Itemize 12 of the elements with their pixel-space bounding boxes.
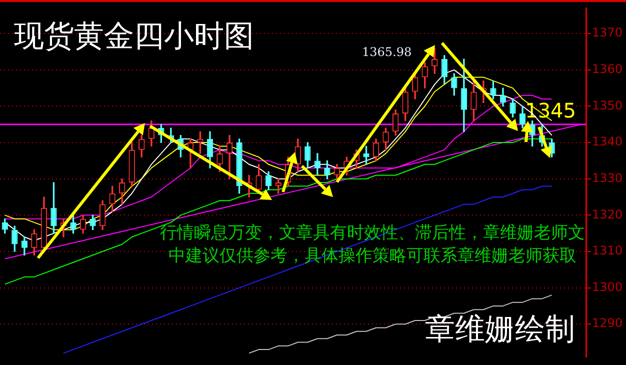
y-tick-label: 1290: [592, 316, 623, 330]
y-tick-label: 1320: [592, 207, 623, 222]
annotation: 章维姗绘制: [425, 312, 575, 347]
y-tick-label: 1310: [592, 244, 623, 258]
y-tick-label: 1350: [592, 98, 623, 112]
y-tick-label: 1330: [592, 170, 623, 185]
y-tick-label: 1370: [592, 26, 623, 40]
y-tick-label: 1340: [592, 134, 623, 149]
annotation: 1365.98: [362, 45, 413, 59]
y-tick-label: 1300: [592, 280, 623, 294]
chart-title: 现货黄金四小时图: [14, 18, 254, 56]
y-tick-label: 1360: [592, 62, 623, 76]
